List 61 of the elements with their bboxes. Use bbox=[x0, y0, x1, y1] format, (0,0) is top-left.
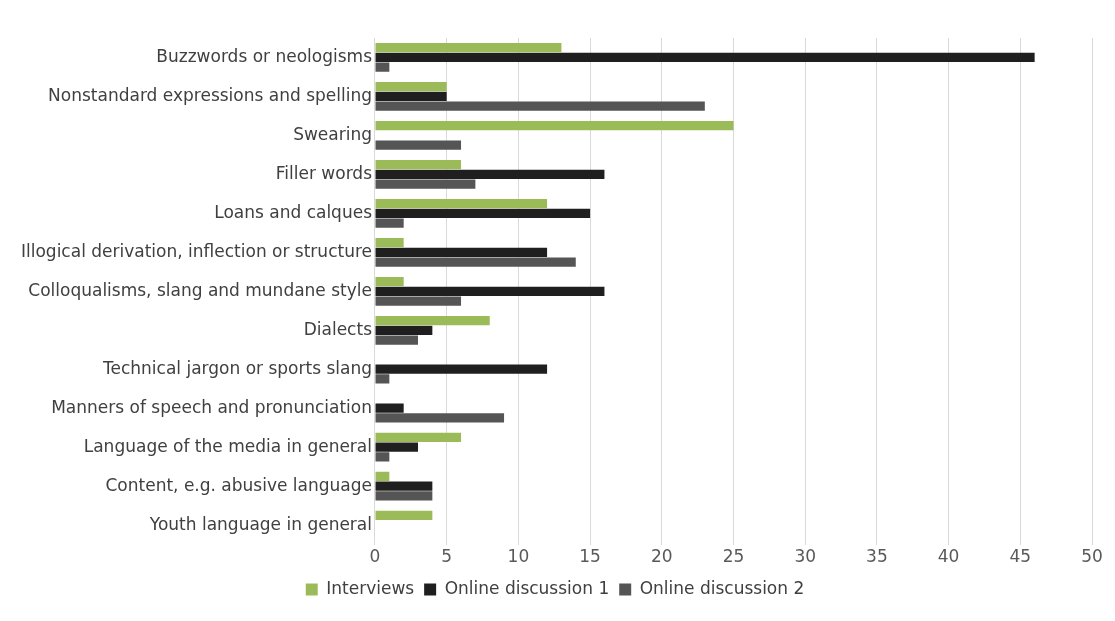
bar bbox=[375, 452, 390, 462]
bar bbox=[375, 82, 447, 92]
bar bbox=[375, 335, 419, 345]
bar bbox=[375, 218, 404, 228]
y-tick-label: Swearing bbox=[293, 123, 372, 144]
bar bbox=[375, 237, 404, 248]
y-tick-label: Buzzwords or neologisms bbox=[156, 45, 373, 66]
bar bbox=[375, 257, 576, 267]
y-tick-label: Colloqualisms, slang and mundane style bbox=[28, 279, 372, 300]
x-tick-label: 40 bbox=[937, 546, 960, 567]
bar bbox=[375, 471, 390, 482]
bar bbox=[375, 481, 433, 491]
legend-label: Online discussion 1 bbox=[444, 577, 610, 598]
bar bbox=[375, 403, 404, 413]
bar bbox=[375, 198, 548, 209]
bar bbox=[375, 43, 562, 53]
bar bbox=[375, 62, 390, 72]
bar bbox=[375, 179, 476, 189]
legend-label: Online discussion 2 bbox=[639, 577, 805, 598]
bar bbox=[375, 442, 419, 452]
x-tick-label: 15 bbox=[579, 546, 601, 567]
bar bbox=[375, 374, 390, 384]
bar bbox=[375, 101, 705, 111]
bar bbox=[375, 169, 605, 180]
bar bbox=[375, 160, 462, 170]
bar bbox=[375, 52, 1035, 63]
x-tick-label: 0 bbox=[369, 546, 381, 567]
bar bbox=[375, 247, 548, 257]
x-tick-label: 35 bbox=[866, 546, 888, 567]
bar bbox=[375, 432, 462, 443]
bar bbox=[375, 276, 404, 287]
bar bbox=[375, 286, 605, 296]
y-tick-label: Filler words bbox=[275, 162, 373, 183]
y-tick-label: Content, e.g. abusive language bbox=[105, 474, 372, 495]
y-tick-label: Dialects bbox=[303, 318, 373, 339]
x-tick-label: 10 bbox=[507, 546, 530, 567]
y-tick-label: Nonstandard expressions and spelling bbox=[48, 84, 372, 105]
bar bbox=[375, 364, 548, 374]
bar bbox=[375, 121, 734, 131]
bar bbox=[375, 491, 433, 501]
bar bbox=[375, 208, 591, 218]
y-tick-label: Loans and calques bbox=[214, 201, 373, 222]
bar bbox=[375, 510, 433, 520]
x-tick-label: 5 bbox=[441, 546, 453, 567]
bar bbox=[375, 413, 505, 423]
bar bbox=[375, 315, 490, 326]
x-tick-label: 30 bbox=[794, 546, 817, 567]
x-tick-label: 45 bbox=[1009, 546, 1032, 567]
y-tick-label: Youth language in general bbox=[148, 513, 372, 534]
bar bbox=[375, 140, 462, 150]
bar bbox=[375, 91, 447, 102]
x-tick-label: 50 bbox=[1081, 546, 1103, 567]
y-tick-label: Language of the media in general bbox=[83, 435, 372, 456]
legend-label: Interviews bbox=[326, 577, 415, 598]
bar bbox=[375, 325, 433, 335]
y-tick-label: Manners of speech and pronunciation bbox=[51, 396, 372, 417]
y-tick-label: Technical jargon or sports slang bbox=[102, 357, 372, 378]
x-tick-label: 20 bbox=[650, 546, 673, 567]
y-tick-label: Illogical derivation, inflection or structure bbox=[21, 240, 372, 261]
x-tick-label: 25 bbox=[722, 546, 745, 567]
bar bbox=[375, 296, 462, 306]
